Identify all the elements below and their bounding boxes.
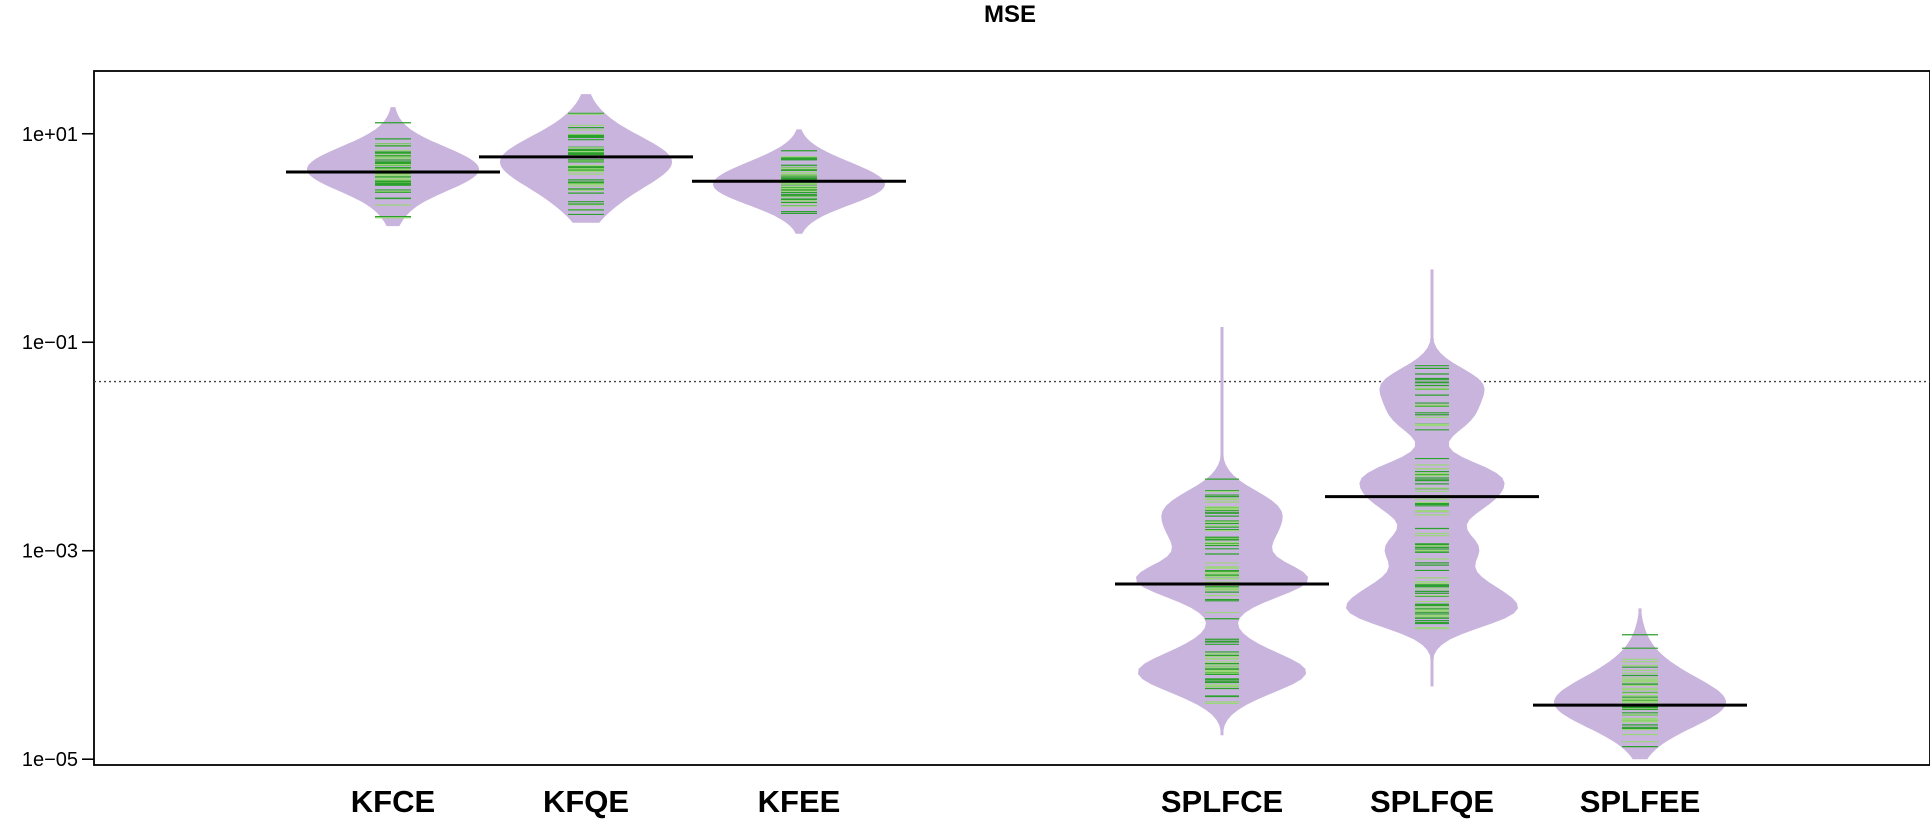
bean-kfqe: [500, 94, 672, 223]
bean-kfce: [307, 107, 479, 227]
plot-frame: [93, 70, 1930, 766]
x-tick-label: KFQE: [543, 784, 629, 819]
x-tick-label: KFEE: [758, 784, 841, 819]
x-axis: KFCE KFQE KFEE SPLFCE SPLFQE SPLFEE: [351, 784, 1700, 819]
chart-title: MSE: [984, 1, 1036, 28]
y-tick-label: 1e−03: [22, 541, 78, 563]
y-tick-label: 1e−05: [22, 749, 78, 771]
x-tick-label: SPLFCE: [1161, 784, 1283, 819]
y-axis: 1e−05 1e−03 1e−01 1e+01: [22, 124, 94, 771]
y-tick-label: 1e−01: [22, 332, 78, 354]
x-tick-label: SPLFQE: [1370, 784, 1494, 819]
x-tick-label: SPLFEE: [1580, 784, 1701, 819]
y-tick-label: 1e+01: [22, 124, 78, 146]
x-tick-label: KFCE: [351, 784, 435, 819]
bean-layer: [286, 94, 1747, 760]
